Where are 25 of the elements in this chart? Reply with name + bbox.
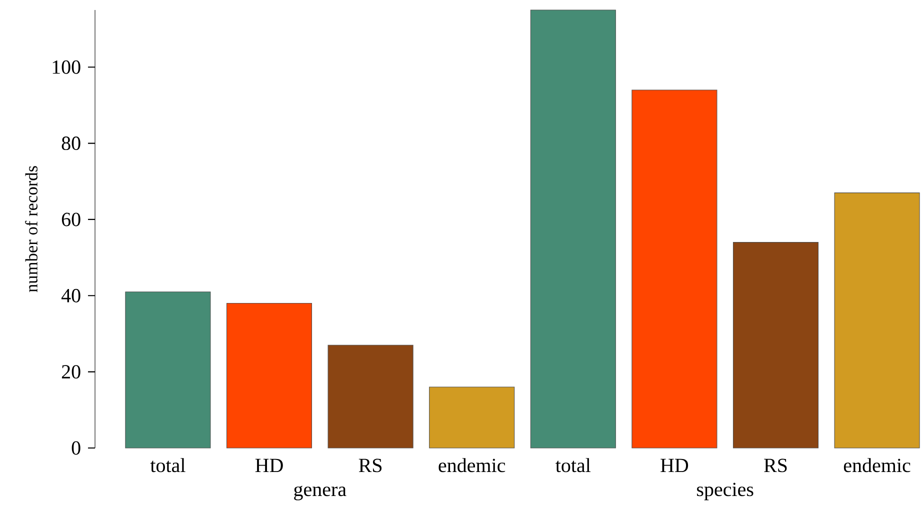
y-tick-label: 80 (62, 136, 80, 150)
y-tick-label: 60 (62, 212, 80, 226)
x-tick-label: endemic (438, 458, 506, 472)
text: genera (294, 486, 346, 500)
x-tick-label: endemic (844, 458, 910, 472)
bar (429, 386, 515, 448)
x-tick-label: RS (358, 458, 382, 472)
x-tick-label: total (150, 458, 186, 472)
bar (530, 10, 616, 448)
bar (834, 192, 920, 448)
bar (226, 302, 312, 448)
bar (732, 242, 819, 448)
x-tick-label: HD (255, 458, 283, 472)
y-tick-label: 0 (72, 441, 80, 455)
x-tick-label: total (556, 458, 591, 472)
y-axis-title: number of records (25, 166, 38, 292)
bar (125, 292, 211, 448)
x-tick-label: HD (660, 458, 688, 472)
text: species (697, 482, 754, 500)
y-tick-label: 40 (61, 288, 80, 302)
y-tick-label: 100 (52, 60, 80, 74)
bar (632, 90, 718, 448)
x-tick-label: RS (764, 458, 787, 472)
bar (328, 344, 414, 448)
y-tick-label: 20 (62, 365, 80, 379)
